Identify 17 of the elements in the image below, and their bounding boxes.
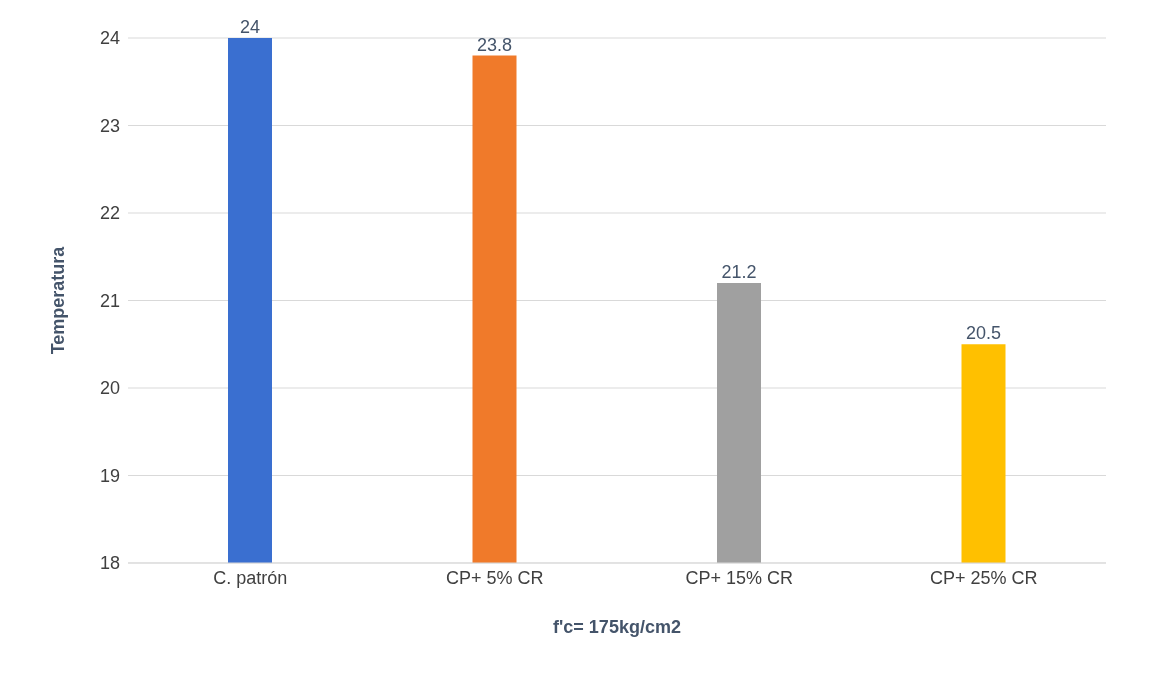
data-label: 20.5	[965, 323, 1002, 344]
y-tick-label: 20	[99, 378, 120, 399]
y-tick-label: 21	[99, 290, 120, 311]
y-axis-title: Temperatura	[48, 245, 69, 355]
data-label: 23.8	[476, 34, 513, 55]
y-tick-label: 24	[99, 28, 120, 49]
y-tick-label: 23	[99, 115, 120, 136]
x-tick-label: CP+ 15% CR	[685, 567, 794, 588]
y-tick-label: 18	[99, 553, 120, 574]
data-label: 21.2	[721, 262, 757, 282]
data-label: 24	[239, 17, 261, 37]
x-tick-label: CP+ 5% CR	[445, 567, 544, 588]
x-tick-label: CP+ 25% CR	[929, 567, 1038, 588]
x-tick-label: C. patrón	[213, 567, 288, 588]
y-tick-label: 22	[99, 203, 120, 224]
x-axis-title: f'c= 175kg/cm2	[553, 617, 681, 637]
y-tick-label: 19	[99, 465, 120, 486]
